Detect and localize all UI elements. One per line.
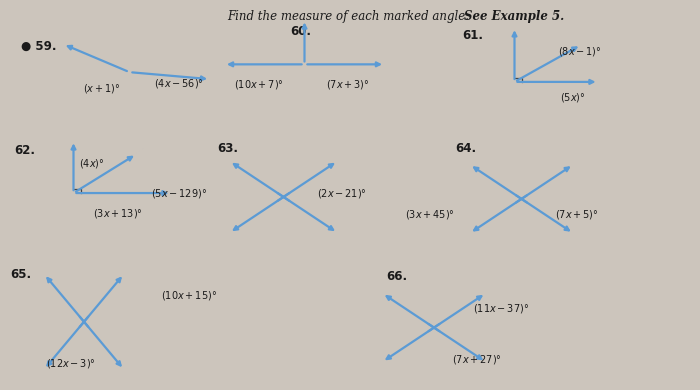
- Text: 64.: 64.: [455, 142, 476, 155]
- Text: $(5x-129)°$: $(5x-129)°$: [150, 186, 206, 200]
- Text: 62.: 62.: [14, 144, 35, 158]
- Text: $(4x-56)°$: $(4x-56)°$: [153, 77, 204, 90]
- Text: $(2x-21)°$: $(2x-21)°$: [317, 186, 367, 200]
- Text: $(12x-3)°$: $(12x-3)°$: [46, 357, 97, 370]
- Text: $(3x+13)°$: $(3x+13)°$: [93, 207, 143, 220]
- Text: $(7x+3)°$: $(7x+3)°$: [326, 78, 370, 91]
- Text: See Example 5.: See Example 5.: [464, 10, 565, 23]
- Text: $(x+1)°$: $(x+1)°$: [83, 82, 120, 96]
- Text: $(4x)°$: $(4x)°$: [79, 157, 104, 170]
- Text: 65.: 65.: [10, 268, 32, 282]
- Text: Find the measure of each marked angle.: Find the measure of each marked angle.: [227, 10, 473, 23]
- Text: 63.: 63.: [217, 142, 238, 155]
- Text: 60.: 60.: [290, 25, 312, 38]
- Text: 61.: 61.: [462, 28, 483, 42]
- Text: $(7x+27)°$: $(7x+27)°$: [452, 353, 501, 366]
- Text: $(7x+5)°$: $(7x+5)°$: [555, 208, 598, 221]
- Text: 66.: 66.: [386, 270, 407, 284]
- Text: $(10x+15)°$: $(10x+15)°$: [161, 289, 217, 302]
- Text: $(5x)°$: $(5x)°$: [560, 91, 585, 104]
- Text: $(8x-1)°$: $(8x-1)°$: [558, 45, 601, 58]
- Text: ● 59.: ● 59.: [21, 40, 57, 53]
- Text: $(10x+7)°$: $(10x+7)°$: [234, 78, 284, 91]
- Text: $(3x+45)°$: $(3x+45)°$: [405, 208, 455, 221]
- Text: $(11x-37)°$: $(11x-37)°$: [473, 302, 528, 316]
